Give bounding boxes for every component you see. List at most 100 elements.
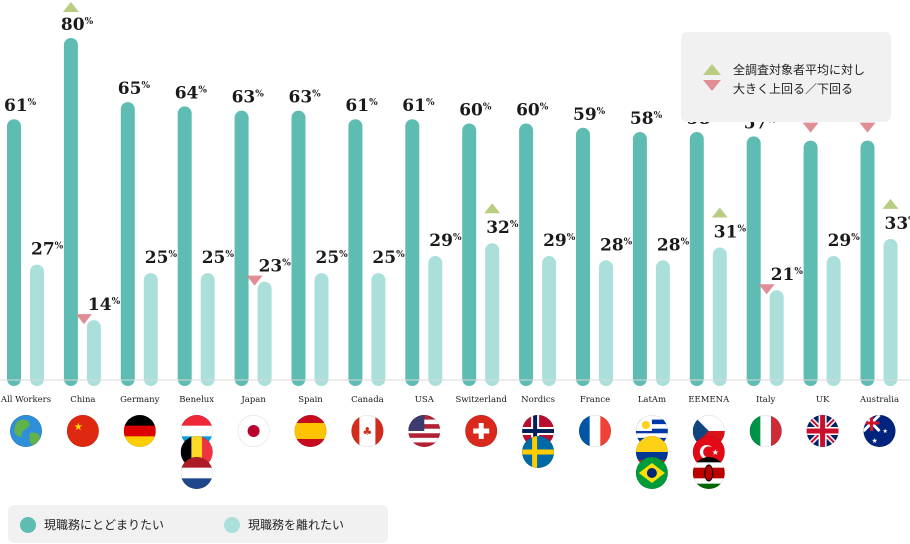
bar-stay-australia: [860, 140, 875, 386]
value-label-leave-all-workers: 27%: [31, 240, 64, 260]
marker-up-leave-eemena: [711, 207, 728, 218]
value-label-leave-nordics: 29%: [543, 231, 576, 251]
value-label-leave-eemena: 31%: [714, 222, 747, 242]
marker-down-leave-japan: [246, 275, 263, 286]
bar-stay-germany: [120, 102, 135, 386]
bar-stay-benelux: [177, 106, 192, 387]
svg-text:♣: ♣: [362, 425, 372, 438]
flag-switzerland-icon: [465, 414, 498, 447]
bar-leave-italy: [769, 290, 784, 386]
bar-leave-eemena: [712, 247, 727, 386]
flag-japan-icon: [237, 414, 270, 447]
value-label-leave-australia: 33%: [885, 214, 910, 234]
flag-uk-icon: [806, 414, 839, 447]
svg-text:★: ★: [712, 448, 719, 457]
flag-usa-icon: [408, 414, 441, 447]
marker-up-leave-australia: [882, 198, 899, 209]
value-label-stay-canada: 61%: [345, 96, 378, 116]
flag-italy-icon: [749, 414, 782, 447]
legend-swatch-stay: [20, 516, 36, 533]
triangle-up-icon: [703, 64, 721, 75]
bar-leave-benelux: [200, 273, 215, 386]
bar-leave-spain: [314, 273, 329, 386]
category-label-nordics: Nordics: [521, 395, 555, 405]
flag-kenya-icon: [692, 456, 725, 489]
category-label-spain: Spain: [298, 395, 323, 405]
bar-leave-all-workers: [30, 264, 44, 386]
series-legend: 現職務にとどまりたい 現職務を離れたい: [8, 505, 388, 543]
category-label-france: France: [580, 395, 610, 405]
bar-leave-australia: [883, 238, 898, 386]
category-label-canada: Canada: [351, 395, 384, 405]
value-label-leave-china: 14%: [88, 295, 121, 315]
value-label-leave-italy: 21%: [771, 265, 804, 285]
marker-legend: 全調査対象者平均に対し 大きく上回る／下回る: [681, 32, 891, 122]
bar-stay-latam: [632, 132, 647, 386]
bar-leave-france: [599, 260, 613, 386]
marker-legend-line1: 全調査対象者平均に対し: [733, 63, 866, 77]
category-label-australia: Australia: [859, 395, 899, 405]
svg-text:★: ★: [872, 437, 878, 445]
value-label-stay-usa: 61%: [402, 96, 435, 116]
value-label-leave-usa: 29%: [429, 231, 462, 251]
category-label-eemena: EEMENA: [688, 395, 730, 405]
bar-stay-all-workers: [7, 119, 21, 386]
value-label-leave-japan: 23%: [259, 257, 292, 277]
value-label-leave-spain: 25%: [316, 248, 349, 268]
globe-icon: [10, 414, 42, 447]
legend-label-stay: 現職務にとどまりたい: [44, 518, 165, 532]
value-label-leave-france: 28%: [600, 235, 633, 255]
bar-leave-japan: [257, 281, 272, 386]
value-label-stay-switzerland: 60%: [459, 101, 492, 121]
flag-sweden-icon: [522, 435, 555, 468]
flag-germany-icon: [123, 414, 156, 447]
value-label-leave-uk: 29%: [828, 231, 861, 251]
value-label-stay-nordics: 60%: [516, 101, 549, 121]
bar-stay-usa: [405, 119, 420, 386]
category-label-all-workers: All Workers: [0, 395, 51, 405]
legend-swatch-leave: [224, 516, 240, 533]
bar-stay-china: [63, 38, 78, 386]
category-label-china: China: [70, 395, 95, 405]
bar-stay-italy: [746, 136, 761, 386]
flag-france-icon: [578, 414, 611, 447]
flag-netherlands-icon: [180, 456, 213, 489]
bar-leave-switzerland: [485, 243, 500, 386]
bar-leave-latam: [655, 260, 670, 386]
value-label-leave-canada: 25%: [372, 248, 405, 268]
value-label-stay-japan: 63%: [232, 88, 265, 108]
category-label-benelux: Benelux: [179, 395, 214, 405]
marker-down-leave-china: [75, 314, 92, 325]
value-label-stay-spain: 63%: [289, 88, 322, 108]
bar-stay-spain: [291, 110, 306, 387]
marker-legend-line2: 大きく上回る／下回る: [733, 82, 854, 96]
value-label-leave-switzerland: 32%: [486, 218, 519, 238]
legend-item-leave: 現職務を離れたい: [224, 516, 344, 533]
value-label-stay-latam: 58%: [630, 109, 663, 129]
flag-brazil-icon: [635, 456, 668, 489]
value-label-leave-benelux: 25%: [202, 248, 235, 268]
flag-australia-icon: ★★: [863, 414, 896, 447]
svg-text:★: ★: [74, 422, 83, 433]
marker-down-stay-australia: [859, 122, 876, 133]
value-label-stay-germany: 65%: [118, 79, 151, 99]
bar-leave-usa: [428, 256, 443, 386]
category-label-usa: USA: [415, 395, 435, 405]
bar-stay-france: [576, 127, 590, 387]
value-label-stay-china: 80%: [61, 15, 94, 35]
marker-up-stay-china: [62, 2, 79, 12]
legend-label-leave: 現職務を離れたい: [248, 518, 345, 532]
legend-item-stay: 現職務にとどまりたい: [20, 516, 164, 533]
flag-china-icon: ★: [66, 414, 99, 447]
bar-leave-canada: [371, 273, 386, 386]
svg-text:★: ★: [883, 428, 888, 435]
bar-stay-nordics: [519, 123, 534, 386]
flag-canada-icon: ♣: [351, 414, 384, 447]
flag-spain-icon: [294, 414, 327, 447]
bar-stay-japan: [234, 110, 249, 387]
value-label-stay-benelux: 64%: [175, 83, 208, 103]
triangle-down-icon: [703, 80, 721, 91]
marker-down-stay-uk: [802, 122, 819, 133]
category-label-japan: Japan: [240, 395, 266, 405]
